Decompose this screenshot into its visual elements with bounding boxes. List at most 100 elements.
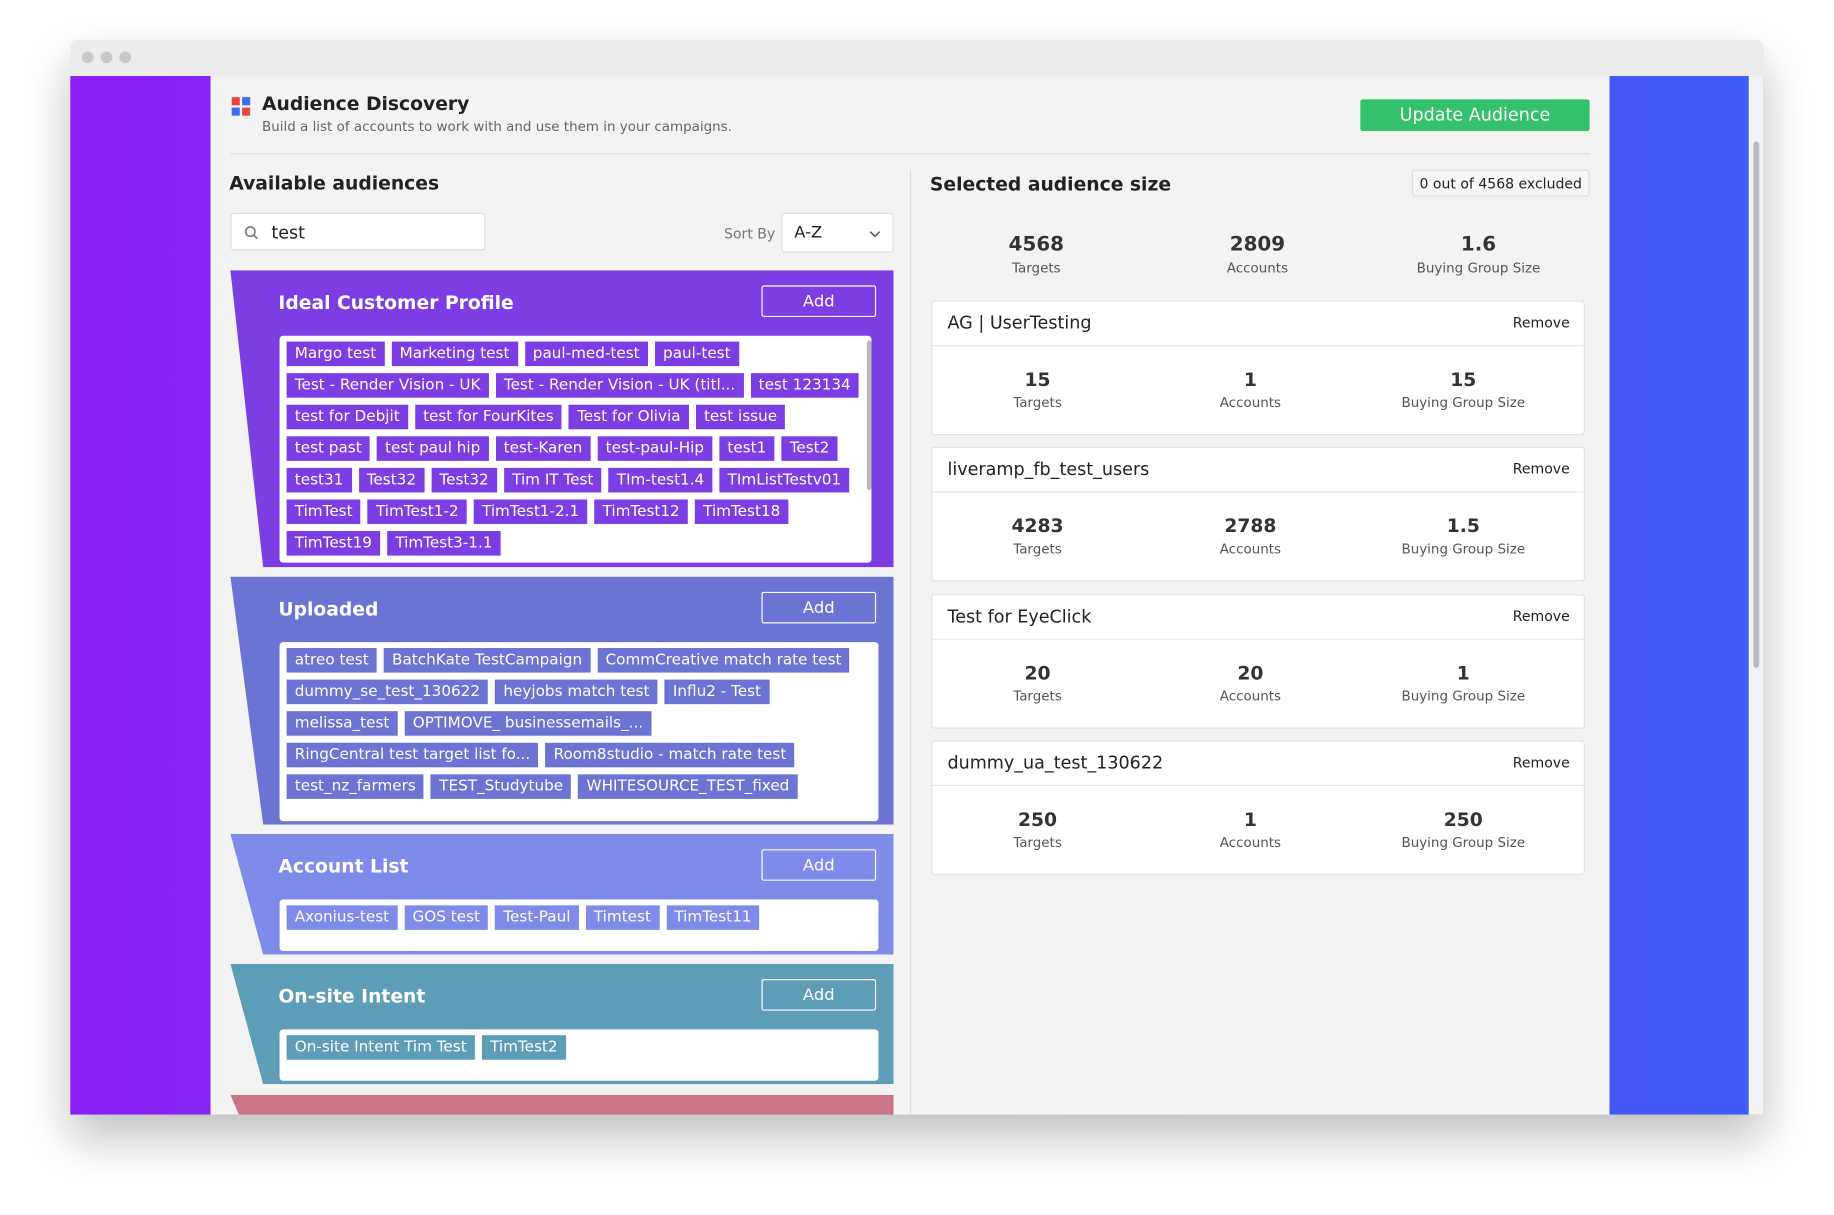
tag[interactable]: RingCentral test target list fo... (286, 742, 539, 768)
add-button[interactable]: Add (761, 849, 877, 881)
remove-button[interactable]: Remove (1512, 314, 1570, 332)
tag[interactable]: Test - Render Vision - UK (286, 373, 489, 398)
tag[interactable]: test past (286, 436, 370, 461)
tag[interactable]: test paul hip (376, 436, 489, 461)
stat-value: 1 (1243, 368, 1257, 391)
remove-button[interactable]: Remove (1512, 460, 1570, 478)
tag[interactable]: Test32 (431, 467, 497, 493)
stat-value: 15 (1024, 368, 1051, 391)
tag[interactable]: Test2 (781, 436, 838, 461)
stat-value: 250 (1443, 808, 1483, 831)
tag[interactable]: TimTest (286, 499, 361, 525)
tag-list: atreo test BatchKate TestCampaign CommCrea… (279, 642, 879, 822)
stat-label: Accounts (1219, 833, 1282, 851)
stat-label: Accounts (1219, 540, 1282, 557)
divider (932, 345, 1584, 347)
search-box[interactable]: test (230, 212, 486, 251)
tag[interactable]: TimTest11 (666, 905, 760, 930)
stat-value: 1 (1456, 662, 1470, 685)
stat-value: 4283 (1011, 514, 1064, 537)
add-button[interactable]: Add (761, 979, 877, 1011)
tag[interactable]: test for FourKites (414, 404, 562, 430)
stat: 1 Accounts (1145, 808, 1356, 850)
stat: 1.6 Buying Group Size (1373, 233, 1584, 276)
tag[interactable]: TImListTestv01 (719, 467, 850, 493)
tag[interactable]: dummy_se_test_130622 (286, 679, 489, 705)
stat: 1 Buying Group Size (1358, 662, 1569, 704)
stat-value: 2809 (1229, 232, 1286, 257)
stat-label: Targets (1012, 259, 1061, 277)
tag[interactable]: atreo test (286, 648, 377, 673)
chevron (869, 231, 881, 238)
audience-name: dummy_ua_test_130622 (947, 752, 1164, 774)
add-button[interactable]: Add (761, 285, 877, 317)
stat: 20 Accounts (1145, 662, 1356, 704)
tag[interactable]: WHITESOURCE_TEST_fixed (578, 774, 798, 799)
tag[interactable]: test1 (719, 436, 775, 461)
stat-label: Buying Group Size (1401, 394, 1526, 411)
tag[interactable]: TimTest18 (694, 499, 789, 525)
app-panel: Audience Discovery Build a list of accou… (210, 76, 1610, 1115)
stat-value: 250 (1017, 808, 1058, 831)
tag[interactable]: Influ2 - Test (664, 679, 770, 705)
tag[interactable]: CommCreative match rate test (597, 648, 850, 673)
tag[interactable]: test-paul-Hip (597, 436, 713, 461)
tag[interactable]: test31 (286, 467, 352, 493)
tag[interactable]: Room8studio - match rate test (545, 742, 795, 768)
audience-card: liveramp_fb_test_users Remove 4283 Targets 2… (931, 446, 1585, 582)
remove-button[interactable]: Remove (1512, 608, 1570, 625)
divider (932, 491, 1584, 493)
tag[interactable]: TimTest1-2 (367, 499, 467, 525)
remove-button[interactable]: Remove (1512, 754, 1570, 771)
stat-label: Targets (1013, 540, 1062, 557)
sort-select[interactable]: A-Z (781, 212, 894, 253)
tag[interactable]: TimTest12 (594, 499, 688, 525)
tag[interactable]: test 123134 (750, 373, 859, 398)
tag[interactable]: TimTest19 (286, 531, 381, 556)
tag[interactable]: TimTest2 (481, 1035, 566, 1060)
tag[interactable]: heyjobs match test (495, 679, 658, 705)
tag[interactable]: TEST_Studytube (430, 774, 572, 799)
tag[interactable]: BatchKate TestCampaign (383, 648, 591, 673)
tag[interactable]: TIm-test1.4 (608, 467, 713, 493)
tag[interactable]: Axonius-test (286, 905, 398, 930)
tag[interactable]: test-Karen (495, 436, 591, 461)
audience-card: AG | UserTesting Remove 15 Targets 1 Accounts… (931, 300, 1585, 436)
group-title: Ideal Customer Profile (278, 291, 514, 314)
window-dot (81, 51, 94, 64)
tag[interactable]: Margo test (286, 341, 385, 367)
tag[interactable]: paul-med-test (524, 341, 648, 367)
tag[interactable]: test_nz_farmers (286, 774, 424, 799)
tag[interactable]: test issue (695, 404, 786, 430)
tag[interactable]: Tim IT Test (503, 467, 602, 493)
tag[interactable]: On-site Intent Tim Test (286, 1035, 475, 1060)
tag[interactable]: TimTest3-1.1 (387, 531, 501, 556)
browser-window: Audience Discovery Build a list of accou… (70, 39, 1764, 1115)
title: Audience Discovery (262, 92, 470, 115)
stat: 1.5 Buying Group Size (1358, 515, 1569, 557)
subtitle: Build a list of accounts to work with an… (262, 118, 732, 135)
tag[interactable]: GOS test (404, 905, 489, 930)
tag[interactable]: Test-Paul (495, 905, 579, 930)
add-button[interactable]: Add (761, 591, 877, 624)
audience-name: AG | UserTesting (947, 312, 1092, 334)
sort-label: Sort By (724, 225, 776, 243)
tag[interactable]: test for Debjit (286, 404, 408, 430)
tag[interactable]: Test - Render Vision - UK (titl... (495, 373, 744, 398)
tag[interactable]: TimTest1-2.1 (473, 499, 588, 525)
tag[interactable]: Test for Olivia (568, 404, 689, 430)
tag[interactable]: Test32 (358, 467, 425, 493)
tag-list: Axonius-test GOS test Test-Paul Timtest TimT… (279, 899, 879, 951)
scrollbar (866, 340, 872, 491)
audience-name: liveramp_fb_test_users (947, 458, 1150, 480)
tag[interactable]: OPTIMOVE_ businessemails_... (404, 711, 652, 736)
tag[interactable]: melissa_test (286, 711, 398, 736)
tag[interactable]: paul-test (654, 341, 739, 367)
divider (932, 784, 1584, 787)
tag[interactable]: Timtest (585, 905, 660, 930)
stat-label: Buying Group Size (1401, 687, 1526, 705)
tag[interactable]: Marketing test (391, 341, 518, 367)
section-title: Selected audience size (929, 173, 1172, 196)
audience-name: Test for EyeClick (947, 605, 1092, 627)
update-button[interactable]: Update Audience (1360, 99, 1590, 132)
